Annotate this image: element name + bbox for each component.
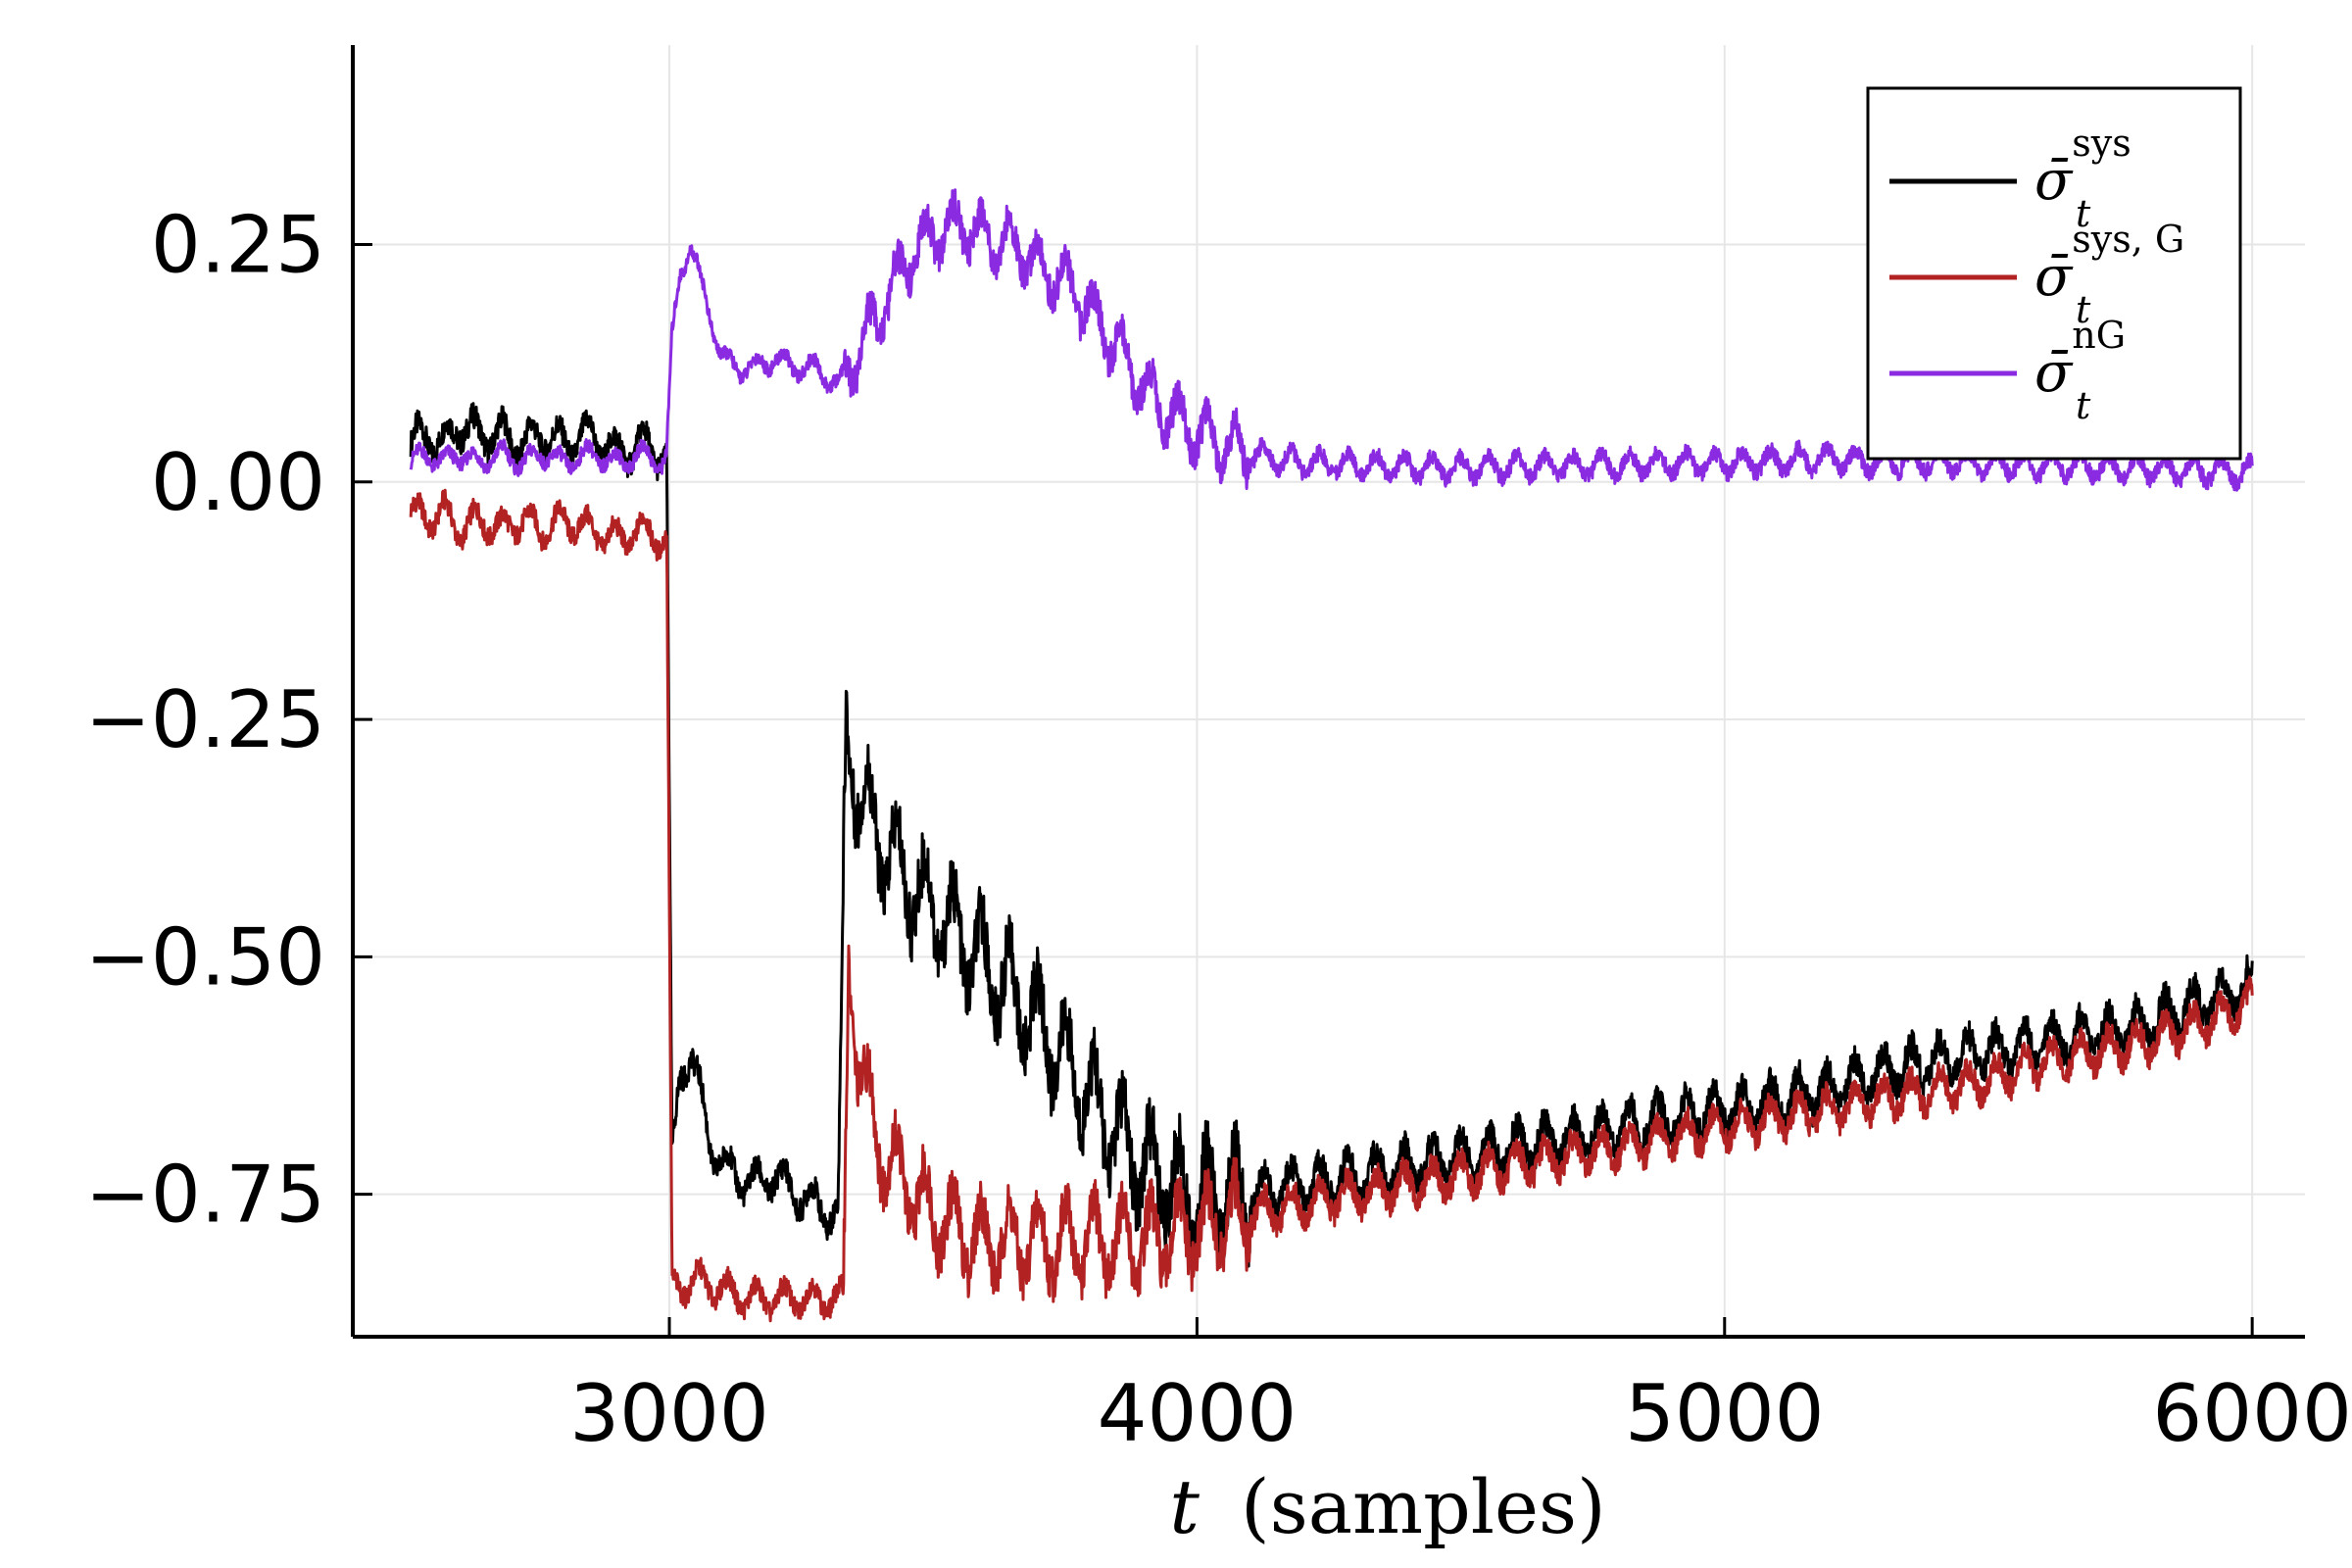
legend-label-sup: sys xyxy=(2072,122,2131,165)
series-line-2 xyxy=(409,488,2254,1323)
legend-label-sup: sys, G xyxy=(2072,218,2184,261)
legend-label-2: σ̄sys, G t xyxy=(2034,218,2184,331)
series-line-3 xyxy=(409,188,2254,492)
x-axis-title: t (samples) xyxy=(1169,1463,1605,1550)
series-layer xyxy=(409,188,2254,1323)
x-tick-label: 3000 xyxy=(569,1368,769,1459)
series-line-1 xyxy=(409,402,2254,1268)
y-tick-label: −0.75 xyxy=(85,1150,325,1241)
y-tick-label: −0.50 xyxy=(85,911,325,1003)
axes xyxy=(351,45,2305,1339)
legend-label-sup: nG xyxy=(2072,314,2126,357)
legend-label-base: σ̄ xyxy=(2034,341,2074,405)
legend-label-1: σ̄sys t xyxy=(2034,122,2132,235)
legend-box xyxy=(1866,86,2242,461)
legend-label-3: σ̄nG t xyxy=(2034,314,2126,427)
x-tick-label: 5000 xyxy=(1625,1368,1825,1459)
y-tick-label: 0.25 xyxy=(151,200,325,291)
y-tick-label: −0.25 xyxy=(85,674,325,765)
x-axis-title-variable: t xyxy=(1169,1463,1200,1550)
legend-label-sub: t xyxy=(2076,192,2091,235)
legend-label-sub: t xyxy=(2076,288,2091,331)
y-tick-label: 0.00 xyxy=(151,437,325,528)
x-tick-label: 4000 xyxy=(1098,1368,1298,1459)
x-tick-label: 6000 xyxy=(2152,1368,2352,1459)
legend-label-sub: t xyxy=(2076,384,2091,427)
tick-layer: 3000 4000 5000 6000 0.25 0.00 −0.25 −0.50 −0.75 xyxy=(85,200,2352,1459)
gridlines xyxy=(353,45,2305,1337)
x-axis-title-unit: (samples) xyxy=(1241,1463,1606,1550)
legend-label-base: σ̄ xyxy=(2034,245,2074,309)
legend-label-base: σ̄ xyxy=(2034,149,2074,213)
